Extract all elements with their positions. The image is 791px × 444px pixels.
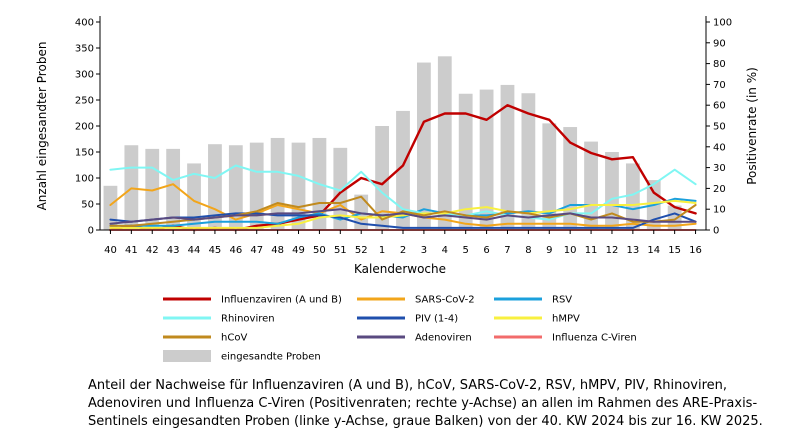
y2-tick-label: 50: [713, 122, 726, 133]
bar-15: [667, 205, 682, 230]
y2-tick-label: 80: [713, 59, 726, 70]
bar-9: [542, 123, 557, 230]
bar-7: [500, 84, 515, 230]
x-tick-label: 41: [125, 245, 138, 256]
x-tick-label: 12: [606, 245, 619, 256]
bar-8: [521, 93, 536, 231]
y-tick-label: 400: [75, 18, 94, 29]
y-tick-label: 250: [75, 96, 94, 107]
series-line-piv-1-4: [109, 212, 697, 229]
y2-tick-label: 20: [713, 184, 726, 195]
legend-swatch: [163, 350, 211, 362]
y2-tick-label: 90: [713, 38, 726, 49]
x-tick-label: 47: [250, 245, 263, 256]
bar-43: [166, 148, 181, 230]
y2-tick-label: 10: [713, 205, 726, 216]
x-tick-label: 3: [421, 245, 427, 256]
x-tick-label: 8: [525, 245, 531, 256]
bar-2: [396, 110, 410, 230]
bar-12: [605, 152, 619, 230]
bar-5: [458, 93, 473, 230]
x-axis-label: Kalenderwoche: [354, 262, 446, 276]
x-tick-label: 11: [585, 245, 598, 256]
x-tick-label: 44: [188, 245, 201, 256]
axes: 0501001502002503003504000102030405060708…: [75, 16, 732, 256]
series-line-hmpv: [109, 199, 697, 229]
y2-tick-label: 0: [713, 226, 719, 237]
y2-tick-label: 70: [713, 80, 726, 91]
x-tick-label: 13: [626, 245, 639, 256]
x-tick-label: 43: [167, 245, 180, 256]
y2-tick-label: 40: [713, 142, 726, 153]
series-line-adenoviren: [109, 208, 697, 225]
x-tick-label: 14: [647, 245, 660, 256]
y-tick-label: 0: [88, 226, 94, 237]
x-tick-label: 7: [504, 245, 510, 256]
x-tick-label: 2: [400, 245, 406, 256]
y-tick-label: 50: [81, 200, 94, 211]
legend-label: SARS-CoV-2: [415, 295, 475, 306]
bar-11: [584, 141, 598, 230]
legend-label: eingesandte Proben: [221, 352, 321, 363]
legend-label: Influenzaviren (A und B): [221, 295, 342, 306]
legend-label: RSV: [552, 295, 572, 306]
x-tick-label: 4: [442, 245, 448, 256]
positivity-chart: 0501001502002503003504000102030405060708…: [35, 16, 759, 363]
bar-6: [479, 89, 494, 230]
x-tick-label: 10: [564, 245, 577, 256]
legend-label: PIV (1-4): [415, 314, 458, 325]
x-tick-label: 50: [313, 245, 326, 256]
x-tick-label: 51: [334, 245, 347, 256]
y2-axis-label: Positivenrate (in %): [745, 67, 759, 185]
x-tick-label: 5: [463, 245, 469, 256]
x-tick-label: 40: [104, 245, 117, 256]
legend-label: Rhinoviren: [221, 314, 275, 325]
x-tick-label: 46: [229, 245, 242, 256]
x-tick-label: 15: [668, 245, 681, 256]
x-tick-label: 48: [271, 245, 284, 256]
sample-bars: [103, 56, 682, 231]
x-tick-label: 49: [292, 245, 305, 256]
bar-4: [437, 56, 452, 230]
bar-47: [249, 142, 264, 230]
x-tick-label: 6: [483, 245, 489, 256]
y-axis-label: Anzahl eingesandter Proben: [35, 42, 49, 211]
legend-label: hMPV: [552, 314, 580, 325]
legend-label: hCoV: [221, 333, 247, 344]
bar-1: [375, 126, 389, 230]
legend: Influenzaviren (A und B) SARS-CoV-2 RSV Rhi…: [163, 295, 637, 363]
figure-caption: Anteil der Nachweise für Influenzaviren …: [88, 378, 763, 429]
y-tick-label: 200: [75, 122, 94, 133]
y-tick-label: 300: [75, 70, 94, 81]
bar-3: [417, 62, 431, 231]
x-tick-label: 45: [209, 245, 222, 256]
x-tick-label: 16: [689, 245, 702, 256]
legend-label: Adenoviren: [415, 333, 472, 344]
y-tick-label: 100: [75, 174, 94, 185]
y2-tick-label: 60: [713, 101, 726, 112]
bar-13: [625, 163, 640, 230]
series-line-rhinoviren: [109, 164, 697, 221]
x-tick-label: 9: [546, 245, 552, 256]
y-tick-label: 150: [75, 148, 94, 159]
legend-label: Influenza C-Viren: [552, 333, 637, 344]
bar-52: [354, 194, 369, 230]
x-tick-label: 52: [355, 245, 368, 256]
y2-tick-label: 100: [713, 18, 732, 29]
y2-tick-label: 30: [713, 163, 726, 174]
x-tick-label: 42: [146, 245, 159, 256]
bar-44: [187, 163, 201, 230]
x-tick-label: 1: [379, 245, 385, 256]
y-tick-label: 350: [75, 44, 94, 55]
